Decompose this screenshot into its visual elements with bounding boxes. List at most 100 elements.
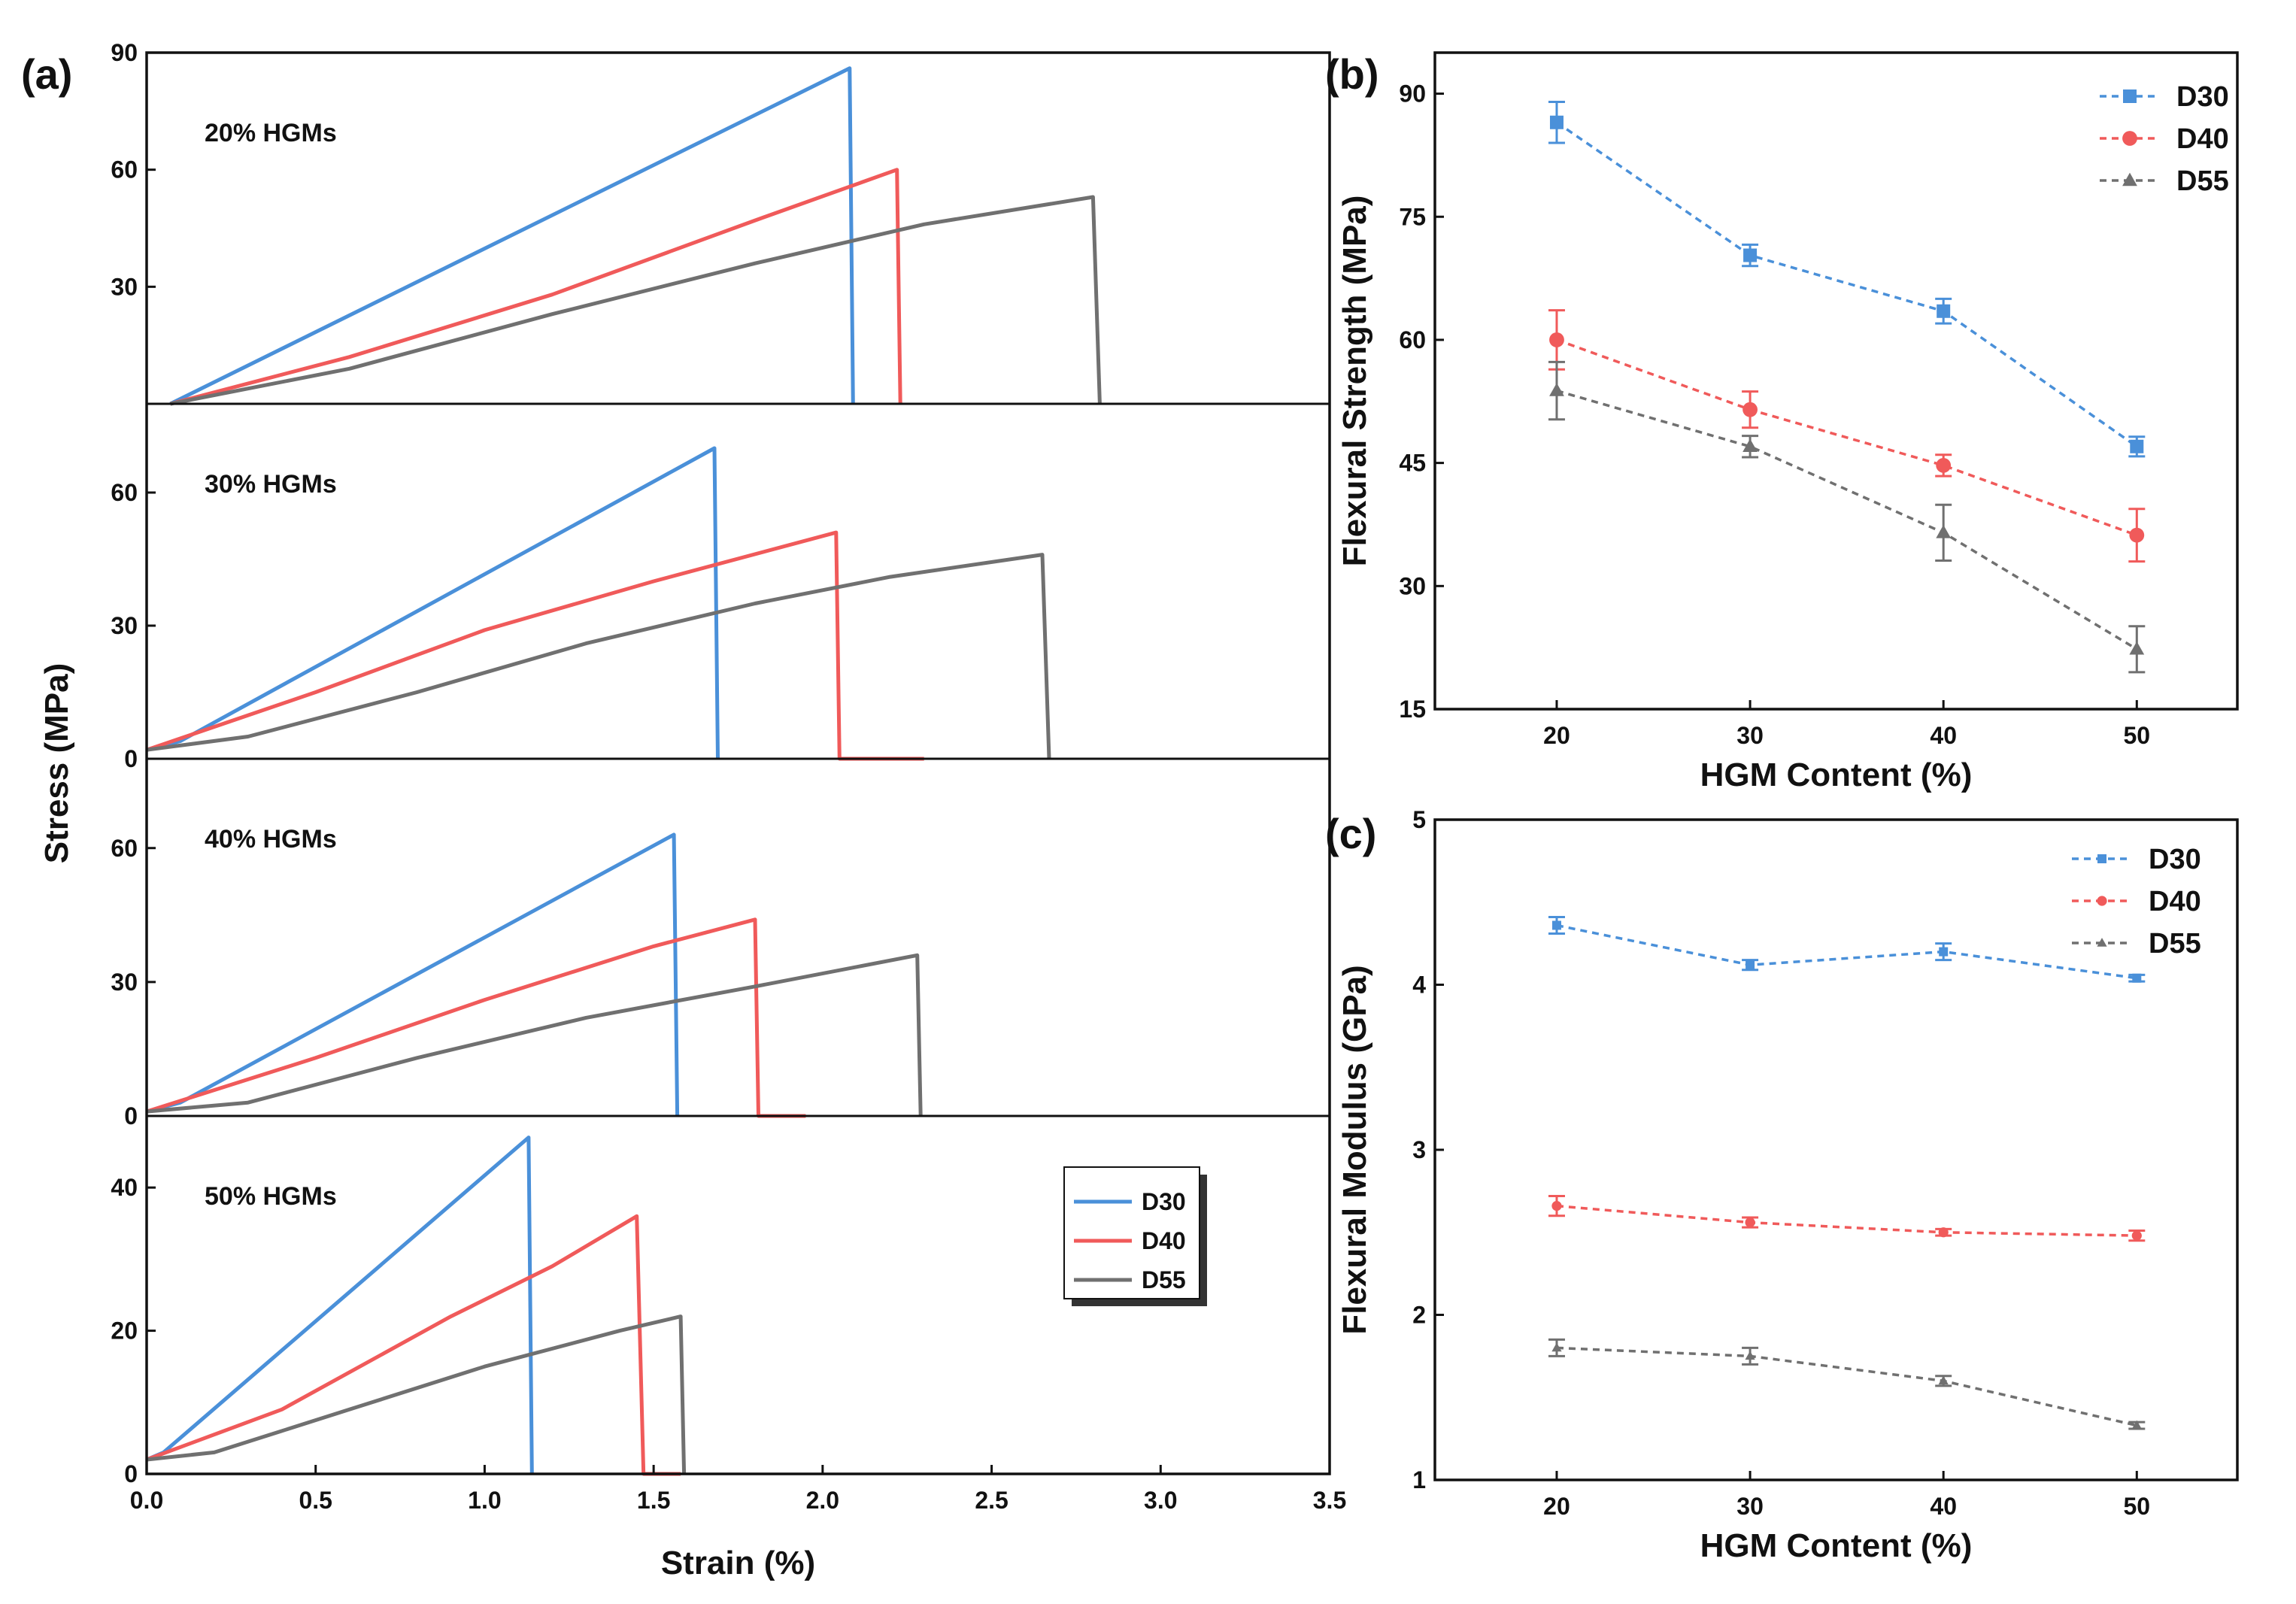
a-x-tick-label: 1.0 — [468, 1487, 501, 1514]
a-series-d40 — [146, 530, 924, 761]
a-legend-label: D55 — [1142, 1266, 1186, 1293]
a-series-d55 — [146, 1314, 687, 1475]
a-y-tick-label: 60 — [111, 156, 138, 183]
a-series-d40 — [146, 917, 806, 1118]
a-series-d30 — [169, 66, 855, 406]
panelC-point-d55 — [1551, 1342, 1562, 1352]
panelB-point-d40 — [1936, 457, 1952, 473]
panelC-point-d30 — [1551, 920, 1561, 930]
panelC-legend-marker-d40 — [2097, 896, 2107, 906]
a-y-tick-label: 0 — [124, 745, 138, 772]
a-legend: D30 D40 D55 — [1063, 1166, 1207, 1306]
a-x-tick-label: 0.5 — [299, 1487, 332, 1514]
panelC-x-tick-label: 40 — [1930, 1493, 1957, 1520]
panel-c: 1 2 3 4 5 20 30 40 50 HGM Content (%) Flexural Mod… — [1336, 806, 2239, 1564]
panelC-point-d40 — [1745, 1217, 1755, 1228]
a-y-tick-label: 30 — [111, 969, 138, 996]
panelB-y-tick-label: 15 — [1399, 696, 1426, 723]
a-y-tick-label: 30 — [111, 612, 138, 639]
panelB-y-tick-label: 45 — [1399, 450, 1426, 477]
a-x-tick-label: 2.0 — [806, 1487, 839, 1514]
panelB-point-d40 — [1549, 332, 1564, 347]
a-legend-box — [1063, 1166, 1200, 1299]
a-series-d55 — [170, 195, 1102, 406]
panelC-point-d55 — [1745, 1351, 1755, 1360]
a-y-tick-label: 60 — [111, 835, 138, 862]
panelC-series-line-d30 — [1556, 923, 2137, 980]
a-y-tick-label: 90 — [111, 39, 138, 66]
panelC-point-d30 — [2132, 973, 2142, 983]
panelB-x-tick-label: 20 — [1543, 722, 1570, 749]
a-series-d40 — [169, 168, 902, 406]
panelB-x-tick-label: 30 — [1736, 722, 1764, 749]
panelC-legend-label: D55 — [2149, 928, 2201, 960]
panelB-legend-marker-d40 — [2122, 131, 2137, 146]
a-y-tick-label: 60 — [111, 479, 138, 506]
a-legend-label: D30 — [1142, 1188, 1186, 1215]
a-subplot-title: 50% HGMs — [205, 1182, 337, 1211]
a-x-tick-label: 3.5 — [1313, 1487, 1346, 1514]
panelC-point-d55 — [2131, 1420, 2142, 1430]
panelB-point-d55 — [1742, 438, 1758, 452]
a-x-axis-label: Strain (%) — [661, 1545, 815, 1581]
panelB-y-tick-label: 90 — [1399, 80, 1426, 108]
panelC-y-tick-label: 2 — [1412, 1302, 1426, 1329]
panelB-y-tick-label: 75 — [1399, 203, 1426, 230]
a-y-tick-label: 0 — [124, 1102, 138, 1129]
panel-a: 30 60 90 20% HGMs 0 30 60 30% HGMs 0 30 60 40% HGMs… — [38, 39, 1346, 1581]
panelC-y-tick-label: 5 — [1412, 806, 1426, 833]
a-x-tick-label: 1.5 — [637, 1487, 670, 1514]
panelB-point-d40 — [1742, 402, 1758, 417]
panelC-x-tick-label: 20 — [1543, 1493, 1570, 1520]
panelB-point-d30 — [1743, 248, 1758, 262]
panelB-point-d30 — [1549, 115, 1564, 129]
panelB-legend-marker-d30 — [2123, 89, 2137, 103]
a-x-tick-label: 2.5 — [975, 1487, 1008, 1514]
panelC-point-d40 — [2131, 1230, 2142, 1241]
panelC-x-tick-label: 50 — [2124, 1493, 2151, 1520]
panelB-series-line-d55 — [1556, 389, 2138, 650]
panelB-legend-marker-d55 — [2122, 172, 2137, 186]
panelC-y-tick-label: 3 — [1412, 1136, 1426, 1163]
panelB-point-d55 — [1936, 525, 1952, 538]
panel-labels: (a) (b) (c) — [21, 50, 1379, 857]
a-series-d40 — [146, 1214, 681, 1476]
panel-b: 15 30 45 60 75 90 20 30 40 50 HGM Content (%) Flexu… — [1336, 51, 2239, 793]
a-subplot-title: 30% HGMs — [205, 470, 337, 499]
panelC-point-d40 — [1551, 1201, 1562, 1211]
a-series-d55 — [146, 953, 923, 1117]
panelC-legend-label: D30 — [2149, 844, 2201, 875]
panelC-legend-marker-d55 — [2097, 938, 2107, 947]
panelB-y-axis-label: Flexural Strength (MPa) — [1336, 196, 1373, 567]
a-series-d55 — [146, 553, 1051, 760]
panelB-point-d55 — [1549, 383, 1564, 396]
panelC-point-d30 — [1746, 960, 1755, 970]
panel-label-a: (a) — [21, 50, 72, 98]
panel-label-c: (c) — [1325, 810, 1376, 857]
panelB-y-tick-label: 30 — [1399, 572, 1426, 599]
panelB-point-d30 — [1937, 304, 1951, 318]
panelB-legend-label: D30 — [2176, 81, 2229, 113]
panelC-y-tick-label: 1 — [1412, 1466, 1426, 1493]
panelB-series-line-d40 — [1556, 338, 2137, 537]
a-y-tick-label: 40 — [111, 1174, 138, 1201]
a-y-tick-label: 0 — [124, 1460, 138, 1487]
panelB-legend-label: D55 — [2176, 165, 2229, 197]
panelB-axes-frame — [1433, 51, 2239, 711]
panelC-point-d40 — [1938, 1227, 1949, 1238]
panelB-x-tick-label: 40 — [1930, 722, 1957, 749]
panelC-y-axis-label: Flexural Modulus (GPa) — [1336, 965, 1373, 1334]
a-series-d30 — [146, 832, 680, 1117]
a-y-tick-label: 20 — [111, 1317, 138, 1345]
a-legend-label: D40 — [1142, 1227, 1186, 1254]
panelC-legend-marker-d30 — [2097, 854, 2106, 863]
panelC-axes-frame — [1433, 818, 2239, 1481]
a-subplot-title: 40% HGMs — [205, 825, 337, 854]
panelB-y-tick-label: 60 — [1399, 326, 1426, 353]
panelB-series-line-d30 — [1556, 121, 2138, 448]
a-y-tick-label: 30 — [111, 273, 138, 300]
panelB-x-tick-label: 50 — [2124, 722, 2151, 749]
a-x-tick-label: 0.0 — [130, 1487, 163, 1514]
panelC-point-d55 — [1938, 1375, 1949, 1385]
